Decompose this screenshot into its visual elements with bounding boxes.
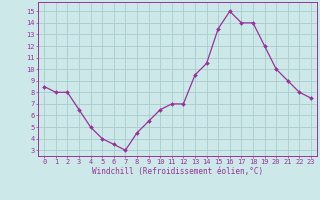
X-axis label: Windchill (Refroidissement éolien,°C): Windchill (Refroidissement éolien,°C) (92, 167, 263, 176)
